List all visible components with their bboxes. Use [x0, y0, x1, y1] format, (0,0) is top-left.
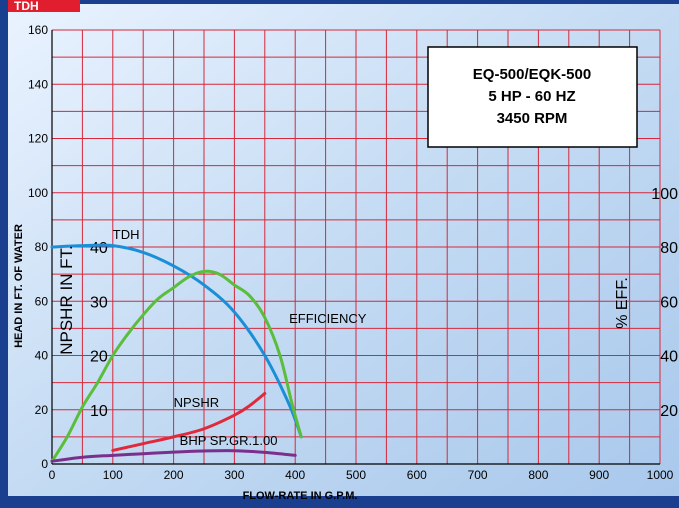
x-tick-label: 800 [528, 468, 548, 482]
npshr-tick-label: 20 [90, 349, 108, 366]
y-tick-label: 80 [35, 240, 49, 254]
y-tick-label: 120 [28, 132, 48, 146]
curve-label-bhp-sp-gr-1-00: BHP SP.GR.1.00 [180, 433, 278, 448]
info-box-rpm: 3450 RPM [497, 110, 568, 127]
info-box [427, 46, 638, 148]
y-axis-title: HEAD IN FT. OF WATER [13, 224, 25, 348]
x-tick-label: 300 [224, 468, 244, 482]
y-tick-label: 0 [41, 457, 48, 471]
efficiency-tick-label: 20 [660, 403, 678, 420]
efficiency-tick-labels: 20 40 60 80 100 [651, 186, 678, 420]
efficiency-tick-label: 100 [651, 186, 678, 203]
y-tick-label: 160 [28, 23, 48, 37]
header-tab-label: TDH [14, 0, 39, 13]
x-axis-title: FLOW-RATE IN G.P.M. [243, 490, 358, 502]
info-box-power: 5 HP - 60 HZ [488, 88, 575, 105]
efficiency-axis-title: % EFF. [614, 277, 631, 329]
curve-npshr [111, 391, 267, 452]
efficiency-tick-label: 80 [660, 240, 678, 257]
curve-labels: TDH EFFICIENCY NPSHR BHP SP.GR.1.00 [113, 227, 367, 448]
y-tick-label: 40 [35, 349, 49, 363]
x-tick-label: 400 [285, 468, 305, 482]
x-tick-label: 700 [468, 468, 488, 482]
x-tick-label: 500 [346, 468, 366, 482]
x-tick-labels: 0 100 200 300 400 500 600 700 800 900 1000 [49, 468, 674, 482]
x-tick-label: 1000 [647, 468, 674, 482]
y-tick-labels: 0 20 40 60 80 100 120 140 160 [28, 23, 48, 471]
curve-bhp-sp-gr-1-00 [50, 449, 297, 463]
npshr-tick-label: 30 [90, 294, 108, 311]
info-box-model: EQ-500/EQK-500 [473, 66, 591, 83]
curves [50, 243, 303, 463]
y-tick-label: 140 [28, 77, 48, 91]
y-tick-label: 100 [28, 186, 48, 200]
curve-efficiency [50, 269, 303, 463]
y-tick-label: 60 [35, 294, 49, 308]
npshr-tick-label: 10 [90, 403, 108, 420]
x-tick-label: 600 [407, 468, 427, 482]
npshr-axis-title: NPSHR IN FT. [57, 245, 76, 355]
curve-label-npshr: NPSHR [174, 395, 220, 410]
npshr-tick-label: 40 [90, 240, 108, 257]
curve-label-tdh: TDH [113, 227, 140, 242]
header-tab [8, 0, 80, 12]
x-tick-label: 200 [164, 468, 184, 482]
curve-label-efficiency: EFFICIENCY [289, 311, 367, 326]
curve-tdh [50, 243, 303, 439]
efficiency-tick-label: 40 [660, 349, 678, 366]
x-tick-label: 100 [103, 468, 123, 482]
efficiency-tick-label: 60 [660, 294, 678, 311]
x-tick-label: 0 [49, 468, 56, 482]
y-tick-label: 20 [35, 403, 49, 417]
x-tick-label: 900 [589, 468, 609, 482]
